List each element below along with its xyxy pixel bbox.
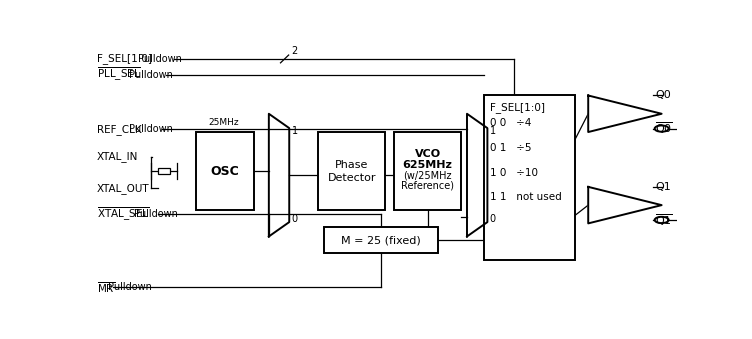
Bar	[318, 132, 386, 210]
Text: 0 1   ÷5: 0 1 ÷5	[490, 143, 532, 153]
Text: 0 0   ÷4: 0 0 ÷4	[490, 118, 532, 128]
Polygon shape	[588, 187, 662, 223]
Text: $\overline{\mathregular{Q1}}$: $\overline{\mathregular{Q1}}$	[655, 212, 673, 228]
Text: Pulldown: Pulldown	[129, 124, 173, 135]
Text: Q0: Q0	[655, 91, 671, 100]
Text: $\overline{\mathregular{PLL\_SEL}}$: $\overline{\mathregular{PLL\_SEL}}$	[97, 66, 141, 83]
Text: (w/25MHz: (w/25MHz	[403, 171, 452, 181]
Text: Pulldown: Pulldown	[134, 209, 177, 219]
Text: 1: 1	[292, 126, 298, 136]
Bar	[196, 132, 254, 210]
Polygon shape	[467, 114, 487, 237]
Text: $\overline{\mathregular{MR}}$: $\overline{\mathregular{MR}}$	[97, 280, 115, 295]
Text: F_SEL[1:0]: F_SEL[1:0]	[97, 54, 152, 64]
Polygon shape	[269, 114, 290, 237]
Text: 25MHz: 25MHz	[209, 118, 239, 127]
Text: 2: 2	[291, 46, 297, 56]
Text: VCO: VCO	[414, 149, 441, 159]
Circle shape	[655, 125, 669, 132]
Text: Pulldown: Pulldown	[108, 282, 152, 292]
Text: $\overline{\mathregular{Q0}}$: $\overline{\mathregular{Q0}}$	[655, 121, 673, 136]
Polygon shape	[588, 96, 662, 132]
Text: Pulldown: Pulldown	[129, 69, 173, 80]
Text: 625MHz: 625MHz	[403, 160, 453, 170]
Text: XTAL_OUT: XTAL_OUT	[97, 183, 150, 194]
Circle shape	[655, 217, 669, 223]
Text: REF_CLK: REF_CLK	[97, 124, 141, 135]
Text: Reference): Reference)	[401, 181, 454, 191]
Text: Phase: Phase	[335, 160, 368, 170]
Text: Detector: Detector	[328, 173, 376, 183]
Text: 1 1   not used: 1 1 not used	[490, 192, 562, 202]
Bar	[157, 168, 171, 174]
Text: 0: 0	[292, 215, 298, 224]
Bar	[394, 132, 461, 210]
Text: M = 25 (fixed): M = 25 (fixed)	[341, 235, 421, 245]
Text: Pulldown: Pulldown	[138, 54, 181, 64]
Text: XTAL_IN: XTAL_IN	[97, 152, 138, 162]
Text: $\overline{\mathregular{XTAL\_SEL}}$: $\overline{\mathregular{XTAL\_SEL}}$	[97, 205, 150, 223]
Text: F_SEL[1:0]: F_SEL[1:0]	[490, 103, 545, 114]
Bar	[324, 227, 438, 254]
Text: 1: 1	[490, 126, 496, 136]
Bar	[484, 96, 575, 260]
Text: Q1: Q1	[655, 182, 671, 192]
Text: 0: 0	[490, 215, 496, 224]
Text: OSC: OSC	[211, 165, 239, 178]
Text: 1 0   ÷10: 1 0 ÷10	[490, 167, 538, 178]
